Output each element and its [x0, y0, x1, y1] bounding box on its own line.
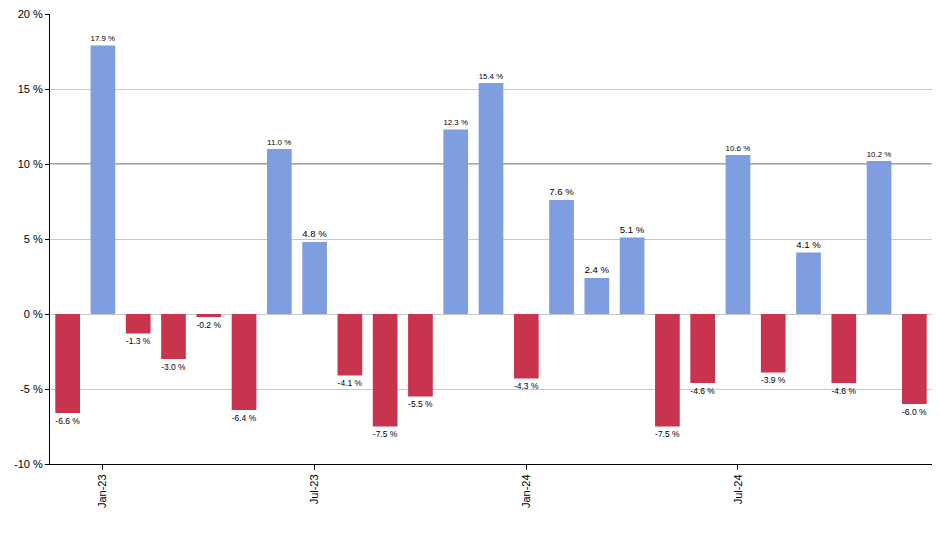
svg-text:-4.3 %: -4.3 % — [514, 381, 539, 391]
svg-text:-6.0 %: -6.0 % — [902, 407, 927, 417]
svg-text:5.1 %: 5.1 % — [620, 224, 645, 235]
svg-text:11.0 %: 11.0 % — [267, 138, 292, 147]
svg-text:12.3 %: 12.3 % — [443, 118, 468, 127]
svg-text:-3.9 %: -3.9 % — [761, 375, 786, 385]
svg-text:-5 %: -5 % — [20, 383, 43, 395]
svg-text:15.4 %: 15.4 % — [479, 72, 504, 81]
svg-text:Jan-23: Jan-23 — [96, 474, 108, 508]
svg-text:-7.5 %: -7.5 % — [373, 429, 398, 439]
svg-text:-7.5 %: -7.5 % — [655, 429, 680, 439]
svg-text:-5.5 %: -5.5 % — [408, 399, 433, 409]
svg-text:7.6 %: 7.6 % — [549, 186, 574, 197]
svg-text:5 %: 5 % — [24, 233, 43, 245]
svg-text:10.6 %: 10.6 % — [726, 144, 751, 153]
svg-text:-4.6 %: -4.6 % — [831, 386, 856, 396]
svg-text:10.2 %: 10.2 % — [867, 150, 892, 159]
svg-text:4.1 %: 4.1 % — [796, 239, 821, 250]
svg-text:-6.4 %: -6.4 % — [232, 413, 257, 423]
svg-text:-1.3 %: -1.3 % — [126, 336, 151, 346]
svg-text:4.8 %: 4.8 % — [302, 228, 327, 239]
svg-text:-10 %: -10 % — [14, 458, 43, 470]
svg-text:-0.2 %: -0.2 % — [196, 320, 221, 330]
svg-text:Jan-24: Jan-24 — [520, 474, 532, 508]
svg-text:20 %: 20 % — [18, 8, 43, 20]
svg-text:-4.6 %: -4.6 % — [690, 386, 715, 396]
svg-text:-4.1 %: -4.1 % — [338, 378, 363, 388]
svg-text:2.4 %: 2.4 % — [584, 264, 609, 275]
svg-text:-6.6 %: -6.6 % — [55, 416, 80, 426]
svg-text:Jul-23: Jul-23 — [308, 474, 320, 504]
svg-text:10 %: 10 % — [18, 158, 43, 170]
svg-text:Jul-24: Jul-24 — [732, 474, 744, 504]
svg-text:15 %: 15 % — [18, 83, 43, 95]
svg-text:0 %: 0 % — [24, 308, 43, 320]
svg-text:17.9 %: 17.9 % — [91, 34, 116, 43]
svg-text:-3.0 %: -3.0 % — [161, 362, 186, 372]
